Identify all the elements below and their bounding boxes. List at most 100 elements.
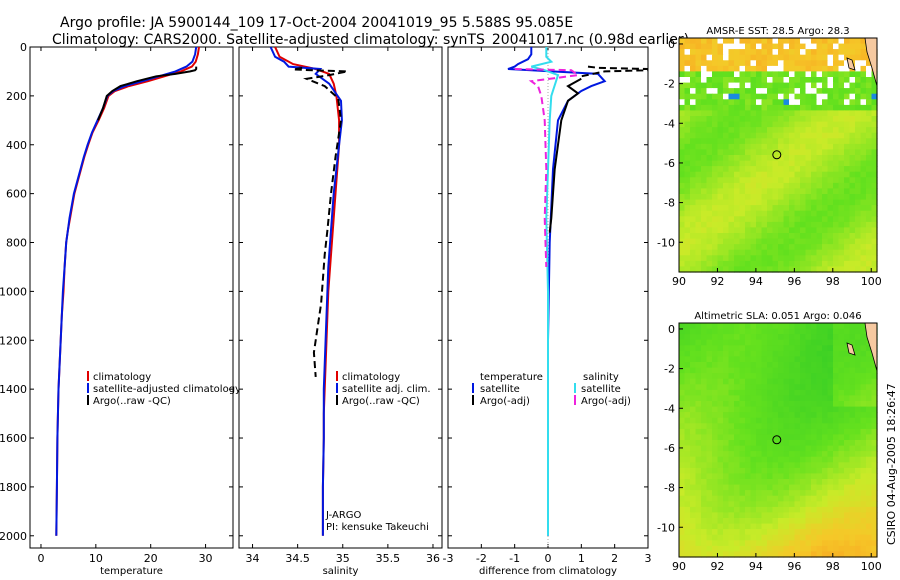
map-cell: [772, 138, 779, 145]
map-cell: [745, 182, 752, 190]
map-cell: [706, 501, 713, 508]
map-cell: [827, 401, 834, 408]
map-cell: [778, 373, 785, 380]
map-cell: [772, 149, 779, 156]
map-cell: [789, 523, 796, 530]
y-tick-label: -6: [664, 157, 675, 170]
map-cell: [871, 121, 878, 128]
map-cell: [816, 423, 823, 430]
map-cell: [860, 49, 867, 56]
map-cell: [778, 199, 785, 206]
map-cell: [772, 38, 779, 45]
map-cell: [690, 233, 697, 240]
map-cell: [833, 260, 840, 268]
map-cell: [750, 205, 757, 212]
map-cell: [789, 479, 796, 486]
map-cell: [849, 233, 856, 240]
map-cell: [827, 406, 834, 413]
map-cell: [822, 216, 829, 223]
map-cell: [734, 143, 741, 151]
map-cell: [723, 423, 730, 430]
y-tick-label: -10: [657, 236, 675, 249]
map-cell: [789, 194, 796, 201]
map-cell: [690, 244, 697, 251]
map-cell: [871, 132, 878, 139]
map-cell: [728, 171, 735, 178]
map-cell: [723, 545, 730, 553]
header-line-1: Argo profile: JA 5900144_109 17-Oct-2004…: [60, 15, 573, 31]
map-cell: [712, 88, 719, 95]
map-cell: [734, 373, 741, 380]
map-cell: [783, 423, 790, 430]
map-cell: [794, 143, 801, 151]
map-cell: [706, 479, 713, 486]
map-cell: [761, 255, 768, 262]
map-cell: [822, 529, 829, 536]
map-cell: [778, 412, 785, 419]
map-cell: [706, 434, 713, 441]
map-cell: [811, 116, 818, 123]
map-cell: [866, 155, 873, 162]
map-cell: [800, 188, 807, 195]
map-cell: [750, 495, 757, 502]
map-cell: [772, 473, 779, 480]
map-cell: [822, 345, 829, 352]
map-cell: [789, 266, 796, 273]
map-cell: [767, 260, 774, 268]
map-cell: [860, 121, 867, 128]
map-cell: [739, 233, 746, 240]
map-cell: [679, 205, 686, 212]
map-cell: [750, 462, 757, 469]
map-cell: [706, 177, 713, 184]
map-cell: [767, 132, 774, 139]
map-cell: [750, 65, 757, 73]
map-cell: [827, 82, 834, 89]
map-cell: [783, 43, 790, 50]
map-cell: [723, 512, 730, 519]
map-cell: [706, 334, 713, 341]
map-cell: [728, 266, 735, 273]
map-cell: [728, 110, 735, 117]
map-cell: [712, 367, 719, 374]
map-cell: [690, 205, 697, 212]
map-cell: [728, 339, 735, 346]
map-cell: [844, 149, 851, 156]
y-tick-label: -6: [664, 442, 675, 455]
map-cell: [794, 479, 801, 486]
map-cell: [866, 132, 873, 139]
map-cell: [789, 38, 796, 45]
map-cell: [679, 104, 686, 112]
map-cell: [855, 367, 862, 374]
map-cell: [778, 467, 785, 475]
map-cell: [833, 451, 840, 458]
map-cell: [811, 401, 818, 408]
map-cell: [855, 155, 862, 162]
map-cell: [833, 60, 840, 67]
map-cell: [860, 423, 867, 430]
map-cell: [816, 545, 823, 553]
map-cell: [849, 244, 856, 251]
map-cell: [756, 423, 763, 430]
map-cell: [827, 428, 834, 436]
map-cell: [679, 523, 686, 530]
map-cell: [827, 467, 834, 475]
map-cell: [800, 551, 807, 558]
map-cell: [800, 367, 807, 374]
map-cell: [745, 551, 752, 558]
map-cell: [679, 339, 686, 346]
map-cell: [838, 479, 845, 486]
map-cell: [860, 473, 867, 480]
map-cell: [684, 479, 691, 486]
map-cell: [684, 93, 691, 100]
map-cell: [816, 199, 823, 206]
map-cell: [728, 155, 735, 162]
map-cell: [783, 518, 790, 525]
map-cell: [778, 401, 785, 408]
map-cell: [838, 356, 845, 363]
map-cell: [717, 49, 724, 56]
map-cell: [750, 406, 757, 413]
map-cell: [805, 339, 812, 346]
map-cell: [739, 373, 746, 380]
map-cell: [717, 545, 724, 553]
map-cell: [778, 221, 785, 229]
